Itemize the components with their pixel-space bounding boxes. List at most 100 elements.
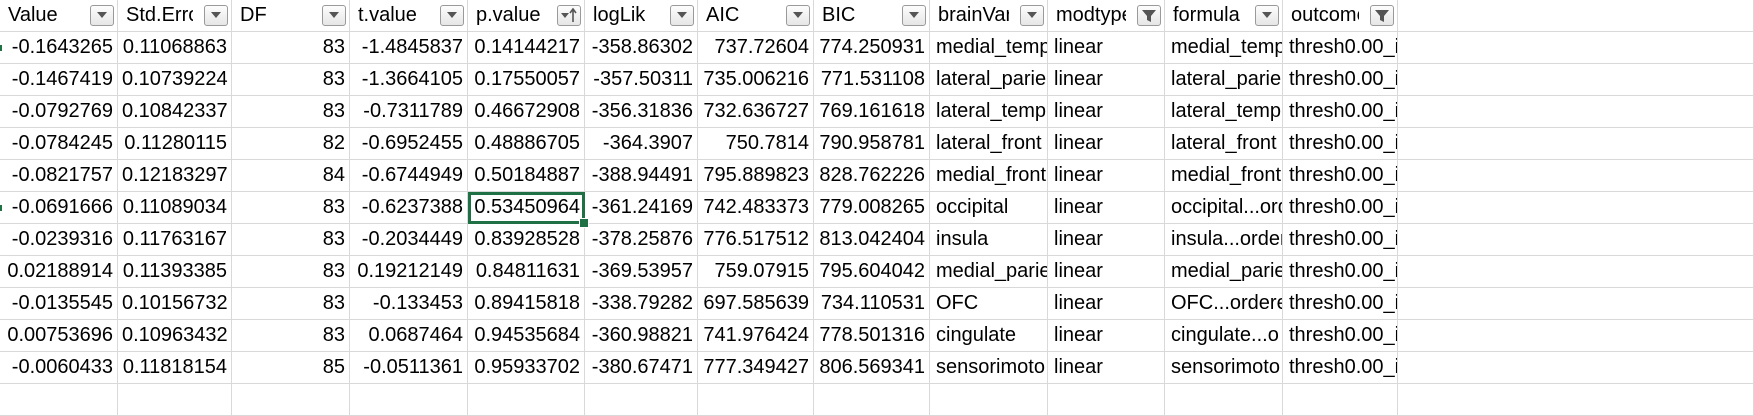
cell-value[interactable]: -0.1467419 bbox=[0, 64, 118, 96]
cell-pvalue[interactable]: 0.50184887 bbox=[468, 160, 585, 192]
cell-formula[interactable]: sensorimoto bbox=[1165, 352, 1283, 384]
column-header-se[interactable]: Std.Error bbox=[118, 0, 232, 32]
cell-pvalue[interactable]: 0.14144217 bbox=[468, 32, 585, 64]
empty-cell[interactable] bbox=[1048, 384, 1165, 416]
column-header-modtype[interactable]: modtype bbox=[1048, 0, 1165, 32]
column-header-formula[interactable]: formula bbox=[1165, 0, 1283, 32]
cell-df[interactable]: 83 bbox=[232, 64, 350, 96]
cell-bic[interactable]: 769.161618 bbox=[814, 96, 930, 128]
cell-outcome[interactable]: thresh0.00_inatt_GE6_wp05 bbox=[1283, 352, 1398, 384]
cell-tvalue[interactable]: -1.4845837 bbox=[350, 32, 468, 64]
cell-formula[interactable]: lateral_temp bbox=[1165, 96, 1283, 128]
filter-active-icon[interactable] bbox=[1137, 5, 1161, 26]
cell-outcome[interactable]: thresh0.00_inatt_GE6_wp05 bbox=[1283, 96, 1398, 128]
cell-loglik[interactable]: -361.24169 bbox=[585, 192, 698, 224]
cell-value[interactable]: 0.02188914 bbox=[0, 256, 118, 288]
cell-brainvar[interactable]: sensorimoto bbox=[930, 352, 1048, 384]
cell-bic[interactable]: 795.604042 bbox=[814, 256, 930, 288]
cell-formula[interactable]: medial_temp bbox=[1165, 32, 1283, 64]
cell-loglik[interactable]: -338.79282 bbox=[585, 288, 698, 320]
cell-modtype[interactable]: linear bbox=[1048, 64, 1165, 96]
cell-value[interactable]: -0.0784245 bbox=[0, 128, 118, 160]
empty-cell[interactable] bbox=[1398, 160, 1754, 192]
cell-tvalue[interactable]: -1.3664105 bbox=[350, 64, 468, 96]
cell-tvalue[interactable]: -0.133453 bbox=[350, 288, 468, 320]
cell-pvalue[interactable]: 0.95933702 bbox=[468, 352, 585, 384]
empty-cell[interactable] bbox=[350, 384, 468, 416]
cell-df[interactable]: 83 bbox=[232, 224, 350, 256]
empty-cell[interactable] bbox=[0, 384, 118, 416]
cell-value[interactable]: -0.1643265 bbox=[0, 32, 118, 64]
cell-outcome[interactable]: thresh0.00_inatt_GE6_wp05 bbox=[1283, 320, 1398, 352]
filter-dropdown-icon[interactable] bbox=[670, 5, 694, 26]
cell-pvalue[interactable]: 0.83928528 bbox=[468, 224, 585, 256]
cell-bic[interactable]: 813.042404 bbox=[814, 224, 930, 256]
empty-cell[interactable] bbox=[1398, 32, 1754, 64]
cell-tvalue[interactable]: -0.6237388 bbox=[350, 192, 468, 224]
cell-tvalue[interactable]: 0.19212149 bbox=[350, 256, 468, 288]
cell-df[interactable]: 84 bbox=[232, 160, 350, 192]
cell-bic[interactable]: 779.008265 bbox=[814, 192, 930, 224]
filter-dropdown-icon[interactable] bbox=[90, 5, 114, 26]
cell-brainvar[interactable]: OFC bbox=[930, 288, 1048, 320]
cell-loglik[interactable]: -364.3907 bbox=[585, 128, 698, 160]
sort-ascending-icon[interactable] bbox=[557, 5, 581, 26]
fill-handle[interactable] bbox=[579, 218, 589, 228]
column-header-value[interactable]: Value bbox=[0, 0, 118, 32]
cell-bic[interactable]: 778.501316 bbox=[814, 320, 930, 352]
filter-dropdown-icon[interactable] bbox=[786, 5, 810, 26]
cell-outcome[interactable]: thresh0.00_inatt_GE6_wp05 bbox=[1283, 256, 1398, 288]
cell-value[interactable]: -0.0135545 bbox=[0, 288, 118, 320]
cell-pvalue[interactable]: 0.46672908 bbox=[468, 96, 585, 128]
empty-cell[interactable] bbox=[1398, 96, 1754, 128]
empty-cell[interactable] bbox=[1165, 384, 1283, 416]
column-header-outcome[interactable]: outcome bbox=[1283, 0, 1398, 32]
cell-df[interactable]: 83 bbox=[232, 96, 350, 128]
cell-se[interactable]: 0.10156732 bbox=[118, 288, 232, 320]
cell-df[interactable]: 83 bbox=[232, 288, 350, 320]
column-header-loglik[interactable]: logLik bbox=[585, 0, 698, 32]
cell-formula[interactable]: OFC...ordere bbox=[1165, 288, 1283, 320]
selected-cell[interactable]: 0.53450964 bbox=[468, 192, 585, 224]
cell-value[interactable]: 0.00753696 bbox=[0, 320, 118, 352]
empty-cell[interactable] bbox=[232, 384, 350, 416]
cell-modtype[interactable]: linear bbox=[1048, 128, 1165, 160]
empty-cell[interactable] bbox=[468, 384, 585, 416]
cell-se[interactable]: 0.11068863 bbox=[118, 32, 232, 64]
cell-formula[interactable]: cingulate...o bbox=[1165, 320, 1283, 352]
cell-modtype[interactable]: linear bbox=[1048, 192, 1165, 224]
cell-brainvar[interactable]: medial_front bbox=[930, 160, 1048, 192]
cell-loglik[interactable]: -360.98821 bbox=[585, 320, 698, 352]
cell-value[interactable]: -0.0691666 bbox=[0, 192, 118, 224]
cell-aic[interactable]: 742.483373 bbox=[698, 192, 814, 224]
cell-formula[interactable]: lateral_front bbox=[1165, 128, 1283, 160]
cell-se[interactable]: 0.12183297 bbox=[118, 160, 232, 192]
cell-loglik[interactable]: -378.25876 bbox=[585, 224, 698, 256]
filter-dropdown-icon[interactable] bbox=[322, 5, 346, 26]
empty-cell[interactable] bbox=[1398, 320, 1754, 352]
cell-pvalue[interactable]: 0.17550057 bbox=[468, 64, 585, 96]
cell-tvalue[interactable]: 0.0687464 bbox=[350, 320, 468, 352]
cell-df[interactable]: 83 bbox=[232, 320, 350, 352]
cell-outcome[interactable]: thresh0.00_inatt_GE6_wp05 bbox=[1283, 64, 1398, 96]
column-header-brainvar[interactable]: brainVar bbox=[930, 0, 1048, 32]
cell-aic[interactable]: 776.517512 bbox=[698, 224, 814, 256]
cell-tvalue[interactable]: -0.2034449 bbox=[350, 224, 468, 256]
cell-brainvar[interactable]: medial_parie bbox=[930, 256, 1048, 288]
cell-se[interactable]: 0.11280115 bbox=[118, 128, 232, 160]
empty-cell[interactable] bbox=[1398, 0, 1754, 32]
cell-modtype[interactable]: linear bbox=[1048, 96, 1165, 128]
empty-cell[interactable] bbox=[1283, 384, 1398, 416]
empty-cell[interactable] bbox=[118, 384, 232, 416]
filter-dropdown-icon[interactable] bbox=[902, 5, 926, 26]
cell-tvalue[interactable]: -0.0511361 bbox=[350, 352, 468, 384]
empty-cell[interactable] bbox=[1398, 352, 1754, 384]
cell-se[interactable]: 0.10842337 bbox=[118, 96, 232, 128]
cell-brainvar[interactable]: lateral_temp bbox=[930, 96, 1048, 128]
cell-df[interactable]: 83 bbox=[232, 32, 350, 64]
cell-aic[interactable]: 735.006216 bbox=[698, 64, 814, 96]
cell-brainvar[interactable]: cingulate bbox=[930, 320, 1048, 352]
filter-dropdown-icon[interactable] bbox=[204, 5, 228, 26]
empty-cell[interactable] bbox=[1398, 288, 1754, 320]
filter-dropdown-icon[interactable] bbox=[440, 5, 464, 26]
